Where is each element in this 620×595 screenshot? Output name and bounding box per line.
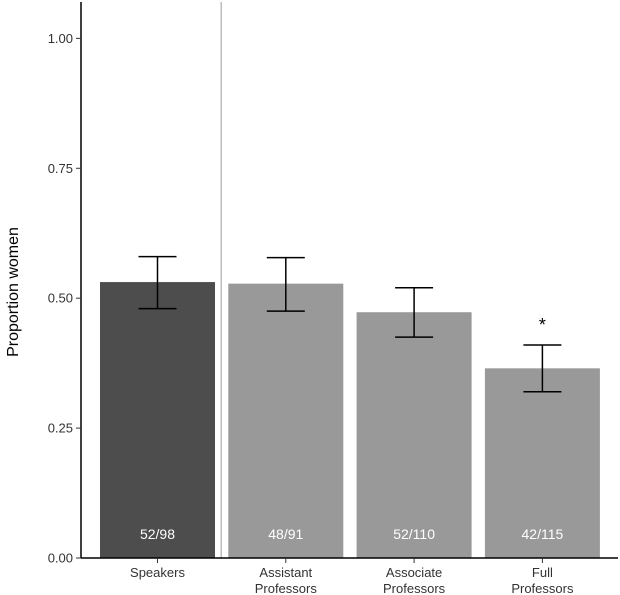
count-label: 42/115 — [522, 526, 564, 542]
count-label: 52/110 — [393, 526, 435, 542]
error-bars — [138, 255, 562, 393]
x-axis: Speakers AssistantProfessorsAssociateProf… — [81, 557, 618, 595]
y-tick-label: 0.75 — [48, 161, 73, 176]
x-category-label: Professors — [383, 581, 446, 595]
significance-marker: * — [539, 315, 546, 335]
x-category-label: Full — [532, 565, 553, 580]
bar — [356, 312, 472, 558]
x-category-label: Professors — [255, 581, 318, 595]
count-label: 52/98 — [140, 526, 175, 542]
y-tick-label: 1.00 — [48, 31, 73, 46]
x-category-label: Professors — [511, 581, 574, 595]
bars — [100, 282, 600, 558]
count-label: 48/91 — [268, 526, 303, 542]
x-category-label: Speakers — [130, 565, 185, 580]
x-category-label: Associate — [386, 565, 442, 580]
bar — [228, 283, 344, 558]
y-tick-label: 0.00 — [48, 551, 73, 566]
y-tick-label: 0.25 — [48, 421, 73, 436]
x-category-label: Assistant — [259, 565, 312, 580]
bar-labels: 52/98 48/91 52/110 42/115 * — [140, 315, 564, 542]
bar — [100, 282, 215, 558]
bar — [484, 368, 600, 558]
y-axis-title: Proportion women — [5, 227, 22, 357]
y-axis: 0.00 0.25 0.50 0.75 1.00 — [48, 2, 82, 566]
y-tick-label: 0.50 — [48, 291, 73, 306]
